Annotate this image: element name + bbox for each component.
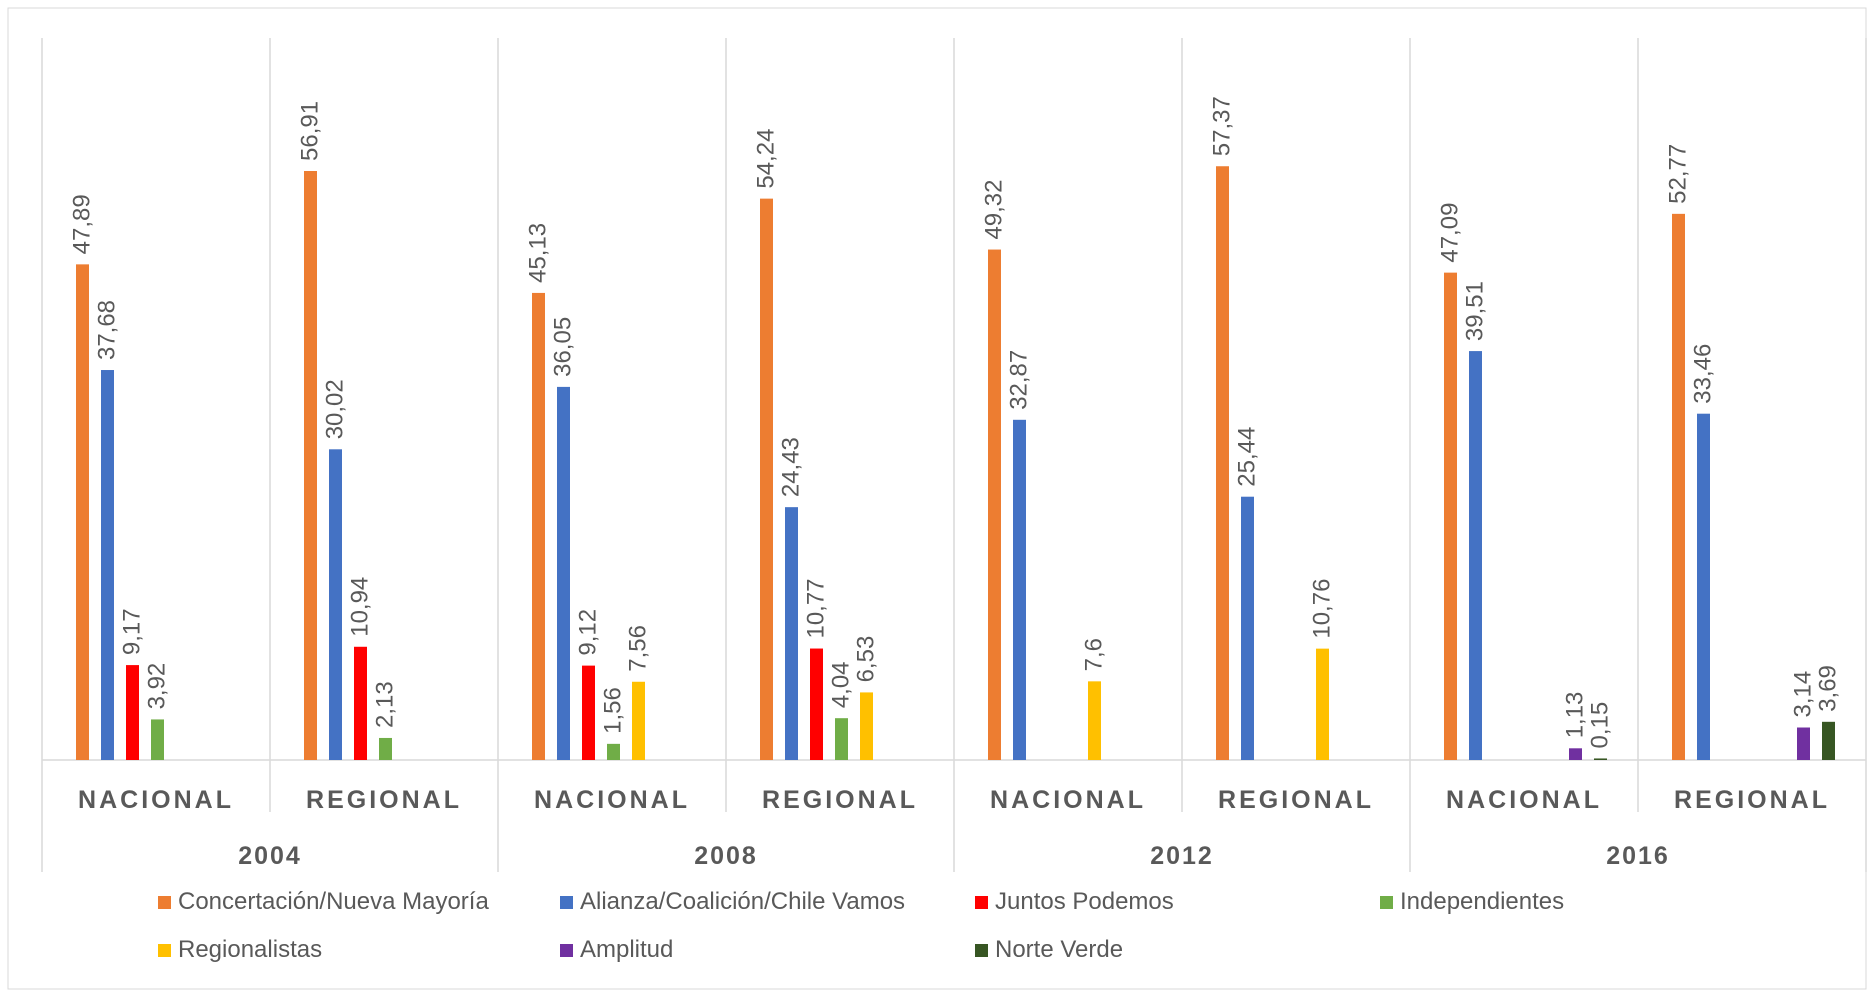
year-label: 2008 <box>694 842 758 870</box>
category-label: NACIONAL <box>534 786 690 814</box>
category-label: NACIONAL <box>1446 786 1602 814</box>
legend-swatch <box>975 896 988 909</box>
bar <box>1241 496 1254 760</box>
data-label: 2,13 <box>372 681 399 728</box>
bar <box>760 198 773 760</box>
legend-label: Regionalistas <box>178 936 322 963</box>
data-label: 3,14 <box>1790 671 1817 718</box>
legend-label: Independientes <box>1400 888 1564 915</box>
data-label: 9,12 <box>575 609 602 656</box>
bar <box>988 249 1001 761</box>
category-label: REGIONAL <box>306 786 462 814</box>
data-label: 47,09 <box>1437 203 1464 263</box>
data-label: 10,77 <box>803 578 830 638</box>
bar <box>532 292 545 760</box>
legend-label: Alianza/Coalición/Chile Vamos <box>580 888 905 915</box>
data-label: 0,15 <box>1587 702 1614 749</box>
data-label: 3,69 <box>1815 665 1842 712</box>
bar <box>607 743 620 760</box>
bar <box>379 737 392 760</box>
legend-swatch <box>158 944 171 957</box>
legend-swatch <box>975 944 988 957</box>
bar <box>1316 648 1329 760</box>
data-label: 25,44 <box>1234 427 1261 487</box>
legend-label: Norte Verde <box>995 936 1123 963</box>
bar <box>126 665 139 760</box>
bar <box>785 507 798 760</box>
bar <box>557 386 570 760</box>
bar <box>1088 681 1101 760</box>
bar <box>860 692 873 760</box>
year-label: 2016 <box>1606 842 1670 870</box>
legend-label: Concertación/Nueva Mayoría <box>178 888 489 915</box>
legend-swatch <box>560 896 573 909</box>
data-label: 24,43 <box>778 437 805 497</box>
bar <box>1697 413 1710 760</box>
category-label: NACIONAL <box>78 786 234 814</box>
bar <box>632 681 645 760</box>
category-label: REGIONAL <box>762 786 918 814</box>
bar <box>835 718 848 760</box>
bar <box>151 719 164 760</box>
bar <box>1013 419 1026 760</box>
data-label: 37,68 <box>94 300 121 360</box>
data-label: 57,37 <box>1209 96 1236 156</box>
data-label: 7,56 <box>625 625 652 672</box>
data-label: 1,13 <box>1562 692 1589 739</box>
data-label: 3,92 <box>144 663 171 710</box>
bar <box>1569 748 1582 760</box>
legend-swatch <box>1380 896 1393 909</box>
data-label: 36,05 <box>550 317 577 377</box>
data-label: 10,94 <box>347 577 374 637</box>
bar <box>582 665 595 760</box>
bar <box>1797 727 1810 760</box>
bar <box>810 648 823 760</box>
data-label: 52,77 <box>1665 144 1692 204</box>
data-label: 39,51 <box>1462 281 1489 341</box>
legend-swatch <box>560 944 573 957</box>
data-label: 1,56 <box>600 687 627 734</box>
category-label: REGIONAL <box>1674 786 1830 814</box>
legend-label: Amplitud <box>580 936 673 963</box>
bar <box>329 449 342 760</box>
data-label: 54,24 <box>753 129 780 189</box>
year-label: 2004 <box>238 842 302 870</box>
bar <box>1216 166 1229 761</box>
data-label: 45,13 <box>525 223 552 283</box>
bar <box>304 171 317 760</box>
bar <box>76 264 89 760</box>
category-label: NACIONAL <box>990 786 1146 814</box>
bar <box>354 646 367 760</box>
data-label: 32,87 <box>1006 350 1033 410</box>
bar <box>1594 758 1607 760</box>
bar <box>1672 213 1685 760</box>
year-label: 2012 <box>1150 842 1214 870</box>
data-label: 7,6 <box>1081 638 1108 671</box>
legend-swatch <box>158 896 171 909</box>
data-label: 10,76 <box>1309 579 1336 639</box>
bar <box>1822 721 1835 760</box>
data-label: 30,02 <box>322 379 349 439</box>
data-label: 9,17 <box>119 608 146 655</box>
data-label: 6,53 <box>853 636 880 683</box>
category-label: REGIONAL <box>1218 786 1374 814</box>
bar <box>1444 272 1457 760</box>
bar <box>101 370 114 760</box>
bar <box>1469 351 1482 760</box>
data-label: 47,89 <box>69 194 96 254</box>
legend-label: Juntos Podemos <box>995 888 1174 915</box>
data-label: 56,91 <box>297 101 324 161</box>
data-label: 49,32 <box>981 179 1008 239</box>
data-label: 33,46 <box>1690 344 1717 404</box>
data-label: 4,04 <box>828 661 855 708</box>
